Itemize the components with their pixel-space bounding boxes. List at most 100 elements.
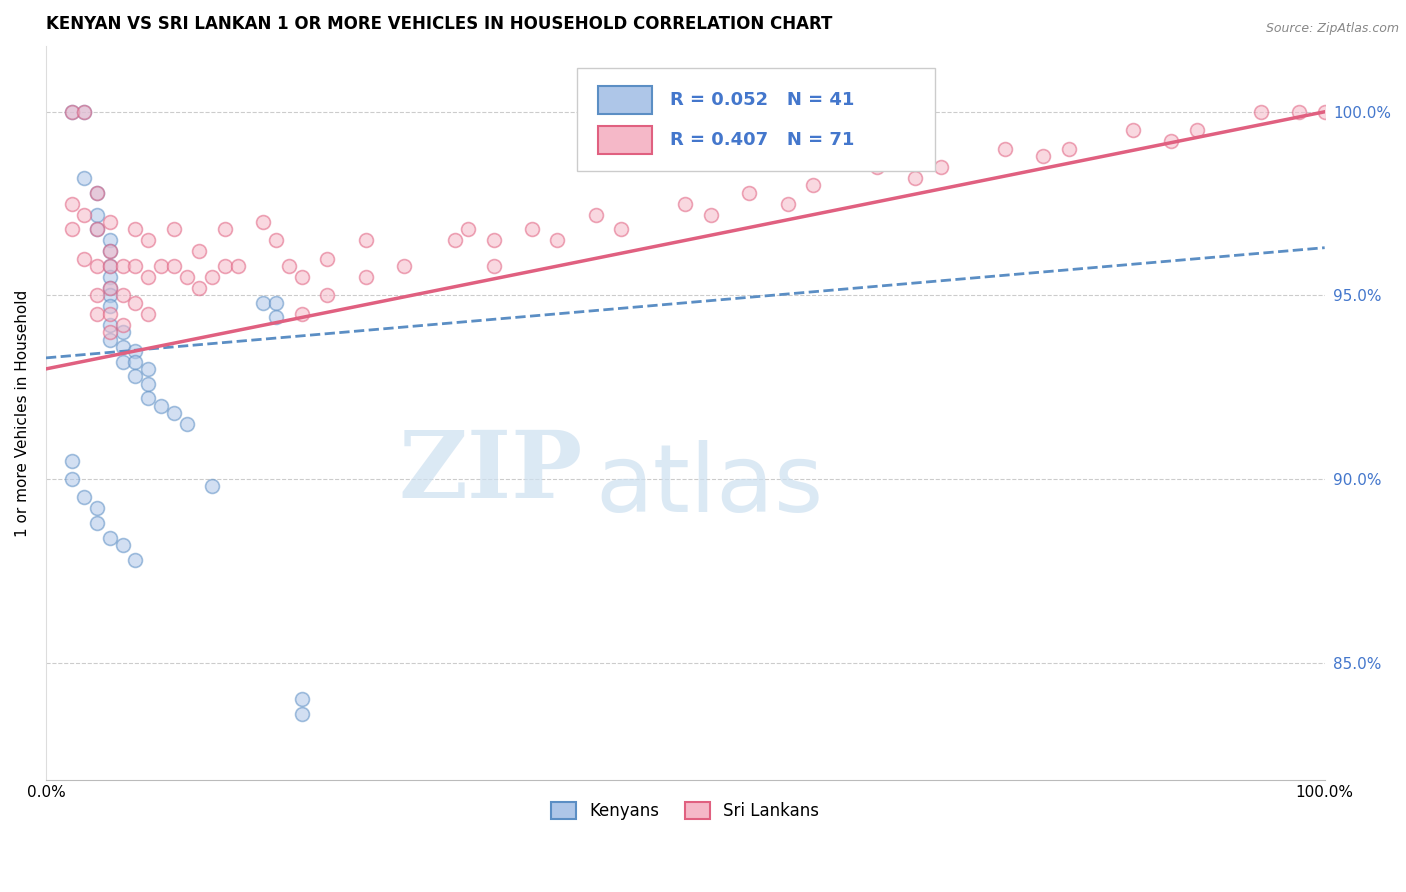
Text: KENYAN VS SRI LANKAN 1 OR MORE VEHICLES IN HOUSEHOLD CORRELATION CHART: KENYAN VS SRI LANKAN 1 OR MORE VEHICLES … xyxy=(46,15,832,33)
Y-axis label: 1 or more Vehicles in Household: 1 or more Vehicles in Household xyxy=(15,289,30,537)
Point xyxy=(86,501,108,516)
Point xyxy=(111,318,134,332)
Point xyxy=(111,340,134,354)
Point xyxy=(136,392,159,406)
Point xyxy=(673,196,696,211)
Point xyxy=(60,472,83,486)
Point xyxy=(98,531,121,545)
Point xyxy=(136,376,159,391)
Point xyxy=(150,399,173,413)
Point xyxy=(444,233,467,247)
Point xyxy=(86,288,108,302)
Point xyxy=(1313,104,1336,119)
Point xyxy=(98,244,121,259)
Point xyxy=(264,310,287,325)
Point xyxy=(86,307,108,321)
Point xyxy=(291,707,314,722)
FancyBboxPatch shape xyxy=(576,68,935,170)
Point xyxy=(124,553,146,567)
Point xyxy=(60,454,83,468)
Point xyxy=(124,295,146,310)
Point xyxy=(188,244,211,259)
Point xyxy=(163,406,186,420)
Point xyxy=(60,104,83,119)
Point xyxy=(60,222,83,236)
Point xyxy=(610,222,633,236)
Point xyxy=(124,343,146,358)
Point xyxy=(60,196,83,211)
Point xyxy=(201,479,224,493)
Point xyxy=(1250,104,1272,119)
Point xyxy=(73,491,96,505)
Text: R = 0.052   N = 41: R = 0.052 N = 41 xyxy=(671,91,855,109)
Point xyxy=(176,270,198,285)
Point xyxy=(392,259,415,273)
Point xyxy=(801,178,824,193)
Point xyxy=(86,186,108,200)
Point xyxy=(86,186,108,200)
Point xyxy=(60,104,83,119)
Point xyxy=(316,252,339,266)
Point xyxy=(316,288,339,302)
Point xyxy=(111,538,134,552)
Point xyxy=(98,281,121,295)
Point xyxy=(98,270,121,285)
Point xyxy=(98,259,121,273)
Point xyxy=(86,222,108,236)
Point xyxy=(738,186,761,200)
Point xyxy=(1185,123,1208,137)
Point xyxy=(482,259,505,273)
Point xyxy=(73,104,96,119)
Point xyxy=(354,233,377,247)
Text: Source: ZipAtlas.com: Source: ZipAtlas.com xyxy=(1265,22,1399,36)
Point xyxy=(264,233,287,247)
Point xyxy=(124,354,146,368)
Point xyxy=(994,141,1017,155)
Point xyxy=(86,259,108,273)
Point xyxy=(226,259,249,273)
Text: R = 0.407   N = 71: R = 0.407 N = 71 xyxy=(671,131,855,149)
Point xyxy=(252,215,274,229)
Point xyxy=(1160,134,1182,148)
Point xyxy=(1057,141,1080,155)
Point xyxy=(264,295,287,310)
Point xyxy=(1032,149,1054,163)
Point xyxy=(98,325,121,339)
Point xyxy=(98,281,121,295)
Point xyxy=(98,233,121,247)
Point xyxy=(214,222,236,236)
Point xyxy=(252,295,274,310)
Text: ZIP: ZIP xyxy=(399,426,583,516)
Point xyxy=(546,233,568,247)
Point xyxy=(98,215,121,229)
FancyBboxPatch shape xyxy=(599,126,652,153)
Text: atlas: atlas xyxy=(596,441,824,533)
Point xyxy=(188,281,211,295)
Point xyxy=(98,318,121,332)
Point xyxy=(214,259,236,273)
Point xyxy=(585,208,607,222)
Point xyxy=(291,692,314,706)
Point xyxy=(354,270,377,285)
Point xyxy=(98,244,121,259)
Point xyxy=(776,196,799,211)
Point xyxy=(86,222,108,236)
Point xyxy=(929,160,952,174)
Point xyxy=(98,307,121,321)
Point xyxy=(136,362,159,376)
Point xyxy=(111,288,134,302)
Point xyxy=(163,259,186,273)
Point xyxy=(73,208,96,222)
Point xyxy=(73,252,96,266)
Point xyxy=(111,325,134,339)
Point xyxy=(98,300,121,314)
Point xyxy=(73,104,96,119)
Point xyxy=(291,270,314,285)
FancyBboxPatch shape xyxy=(599,86,652,114)
Point xyxy=(124,222,146,236)
Point xyxy=(98,333,121,347)
Point xyxy=(700,208,723,222)
Point xyxy=(163,222,186,236)
Point xyxy=(98,288,121,302)
Point xyxy=(73,170,96,185)
